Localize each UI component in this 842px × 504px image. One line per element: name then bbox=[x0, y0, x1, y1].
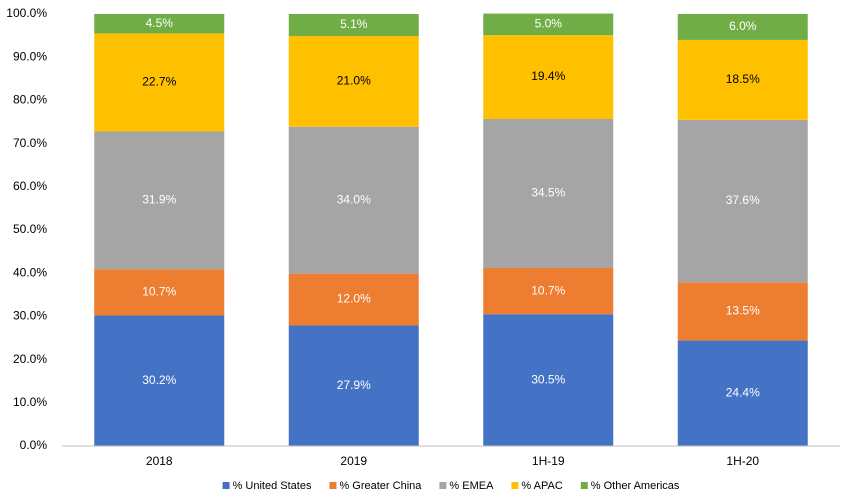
data-label: 31.9% bbox=[142, 193, 176, 207]
data-label: 37.6% bbox=[726, 193, 760, 207]
data-label: 34.0% bbox=[337, 192, 371, 206]
y-tick-label: 80.0% bbox=[13, 93, 47, 107]
x-tick-label: 2018 bbox=[146, 454, 173, 468]
bar-segment bbox=[483, 268, 614, 315]
y-tick-label: 20.0% bbox=[13, 352, 47, 366]
legend-label: % Other Americas bbox=[591, 480, 680, 492]
x-tick-label: 1H-20 bbox=[726, 454, 759, 468]
y-tick-label: 0.0% bbox=[20, 438, 48, 452]
y-tick-label: 50.0% bbox=[13, 222, 47, 236]
bar-segment bbox=[94, 269, 225, 316]
y-tick-label: 30.0% bbox=[13, 309, 47, 323]
bar-segment bbox=[677, 282, 808, 341]
data-label: 22.7% bbox=[142, 75, 176, 89]
y-tick-label: 10.0% bbox=[13, 395, 47, 409]
data-label: 10.7% bbox=[531, 283, 565, 297]
bar-segment bbox=[288, 126, 419, 274]
legend-swatch bbox=[329, 482, 337, 489]
data-label: 13.5% bbox=[726, 304, 760, 318]
legend-swatch bbox=[580, 482, 588, 489]
legend-label: % Greater China bbox=[339, 480, 422, 492]
bar-segment bbox=[94, 315, 225, 446]
data-label: 30.2% bbox=[142, 373, 176, 387]
data-label: 6.0% bbox=[729, 19, 757, 33]
y-tick-label: 100.0% bbox=[6, 6, 47, 20]
bar-segment bbox=[288, 273, 419, 326]
legend-label: % United States bbox=[233, 480, 312, 492]
y-tick-label: 60.0% bbox=[13, 179, 47, 193]
bar-segment bbox=[483, 13, 614, 36]
data-label: 5.1% bbox=[340, 17, 368, 31]
legend-swatch bbox=[511, 482, 519, 489]
bar-segment bbox=[483, 35, 614, 119]
bar-segment bbox=[677, 340, 808, 446]
bar-segment bbox=[94, 131, 225, 270]
legend-label: % APAC bbox=[521, 480, 562, 492]
legend-swatch bbox=[222, 482, 230, 489]
bar-segment bbox=[483, 314, 614, 446]
bar-segment bbox=[288, 14, 419, 37]
y-tick-label: 40.0% bbox=[13, 265, 47, 279]
data-label: 10.7% bbox=[142, 285, 176, 299]
bar-segment bbox=[677, 119, 808, 283]
y-tick-label: 90.0% bbox=[13, 49, 47, 63]
legend-label: % EMEA bbox=[449, 480, 494, 492]
data-label: 18.5% bbox=[726, 72, 760, 86]
data-label: 30.5% bbox=[531, 372, 565, 386]
data-label: 21.0% bbox=[337, 74, 371, 88]
bar-segment bbox=[94, 33, 225, 132]
data-label: 34.5% bbox=[531, 186, 565, 200]
data-label: 4.5% bbox=[146, 16, 174, 30]
x-tick-label: 1H-19 bbox=[532, 454, 565, 468]
data-label: 12.0% bbox=[337, 292, 371, 306]
bar-segment bbox=[483, 118, 614, 269]
x-tick-label: 2019 bbox=[340, 454, 367, 468]
bar-segment bbox=[94, 14, 225, 34]
bar-segment bbox=[677, 39, 808, 120]
data-label: 5.0% bbox=[535, 17, 563, 31]
data-label: 27.9% bbox=[337, 378, 371, 392]
bar-segment bbox=[677, 14, 808, 40]
bar-segment bbox=[288, 36, 419, 127]
legend-swatch bbox=[439, 482, 447, 489]
bar-segment bbox=[288, 325, 419, 446]
data-label: 24.4% bbox=[726, 385, 760, 399]
data-label: 19.4% bbox=[531, 69, 565, 83]
y-tick-label: 70.0% bbox=[13, 136, 47, 150]
